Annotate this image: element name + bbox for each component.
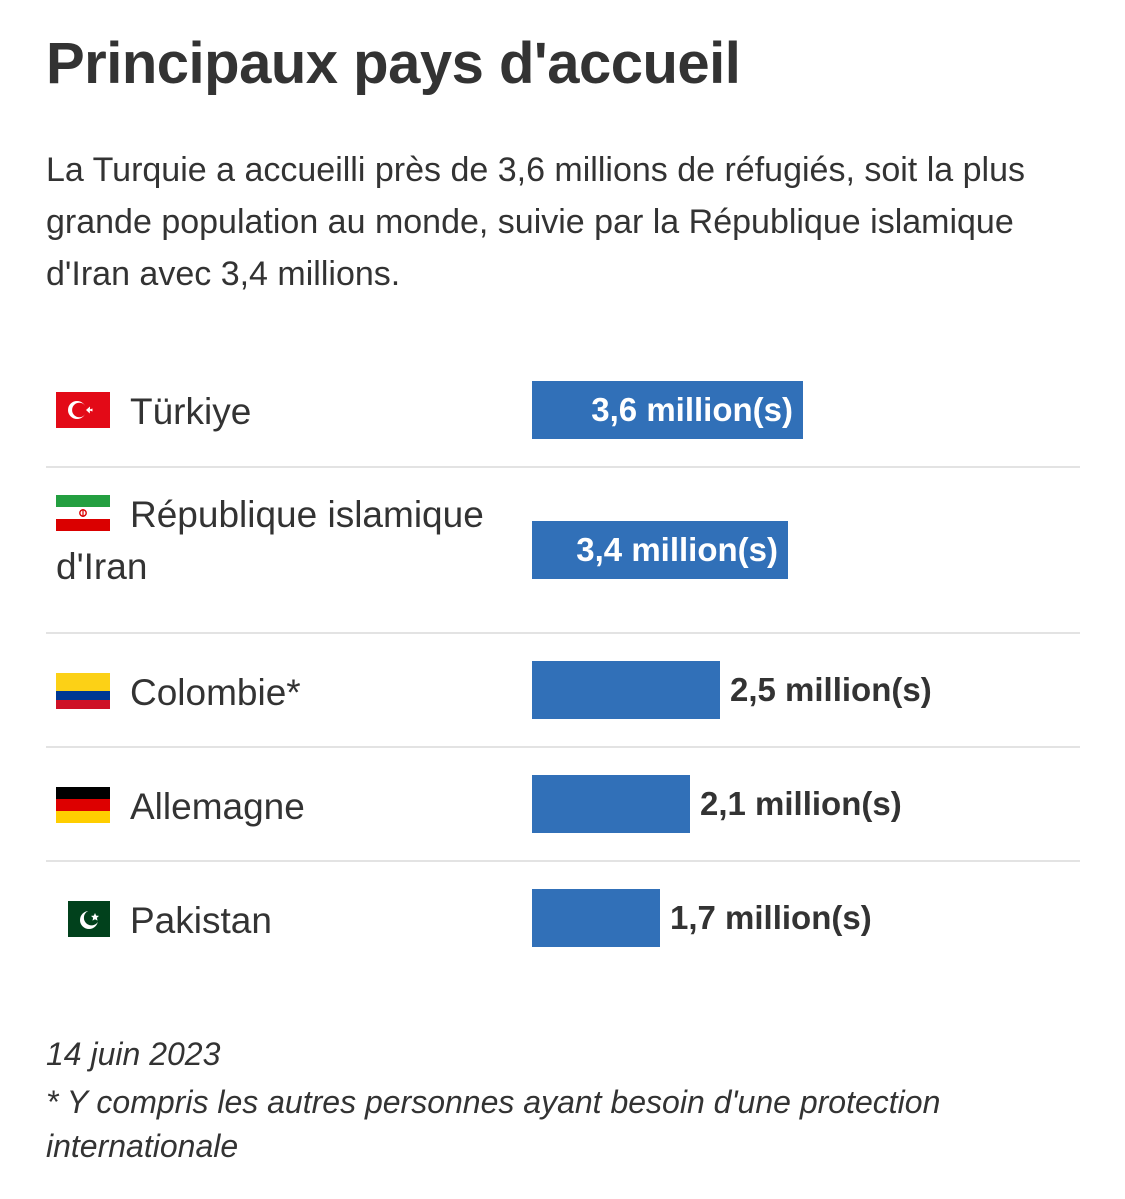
country-name: Türkiye <box>130 391 252 432</box>
colombia-flag-icon <box>56 673 110 710</box>
country-label: Colombie* <box>56 667 476 719</box>
germany-flag-icon <box>56 787 110 824</box>
country-name: Colombie* <box>130 672 301 713</box>
bar-value-label: 2,1 million(s) <box>700 785 902 822</box>
bar <box>532 661 720 719</box>
country-label: Allemagne <box>56 781 476 833</box>
iran-flag-icon <box>56 495 110 532</box>
bar-row: Allemagne 2,1 million(s) <box>46 748 1080 862</box>
bar <box>532 381 803 439</box>
pakistan-flag-icon <box>56 901 110 938</box>
bar-row: République islamique d'Iran 3,4 million(… <box>46 468 1080 634</box>
chart-title: Principaux pays d'accueil <box>46 31 741 96</box>
bar-row: Colombie* 2,5 million(s) <box>46 634 1080 748</box>
country-name: Allemagne <box>130 786 305 827</box>
country-name: République islamique d'Iran <box>56 494 484 587</box>
chart-footnote: * Y compris les autres personnes ayant b… <box>46 1084 941 1164</box>
bar-row: Pakistan 1,7 million(s) <box>46 862 1080 974</box>
bar-value-label: 1,7 million(s) <box>670 899 872 936</box>
country-label: Pakistan <box>56 895 476 947</box>
bar <box>532 521 788 579</box>
country-label: République islamique d'Iran <box>56 489 496 593</box>
bar-chart: Türkiye 3,6 million(s) République islami… <box>46 352 1080 974</box>
country-name: Pakistan <box>130 900 272 941</box>
bar-row: Türkiye 3,6 million(s) <box>46 352 1080 468</box>
bar-value-label: 2,5 million(s) <box>730 671 932 708</box>
country-label: Türkiye <box>56 386 476 438</box>
chart-date: 14 juin 2023 <box>46 1036 221 1072</box>
bar-value-label: 3,4 million(s) <box>576 531 778 568</box>
bar-value-label: 3,6 million(s) <box>591 391 793 428</box>
chart-subtitle: La Turquie a accueilli près de 3,6 milli… <box>46 151 1025 293</box>
bar <box>532 889 660 947</box>
turkey-flag-icon <box>56 392 110 429</box>
bar <box>532 775 690 833</box>
